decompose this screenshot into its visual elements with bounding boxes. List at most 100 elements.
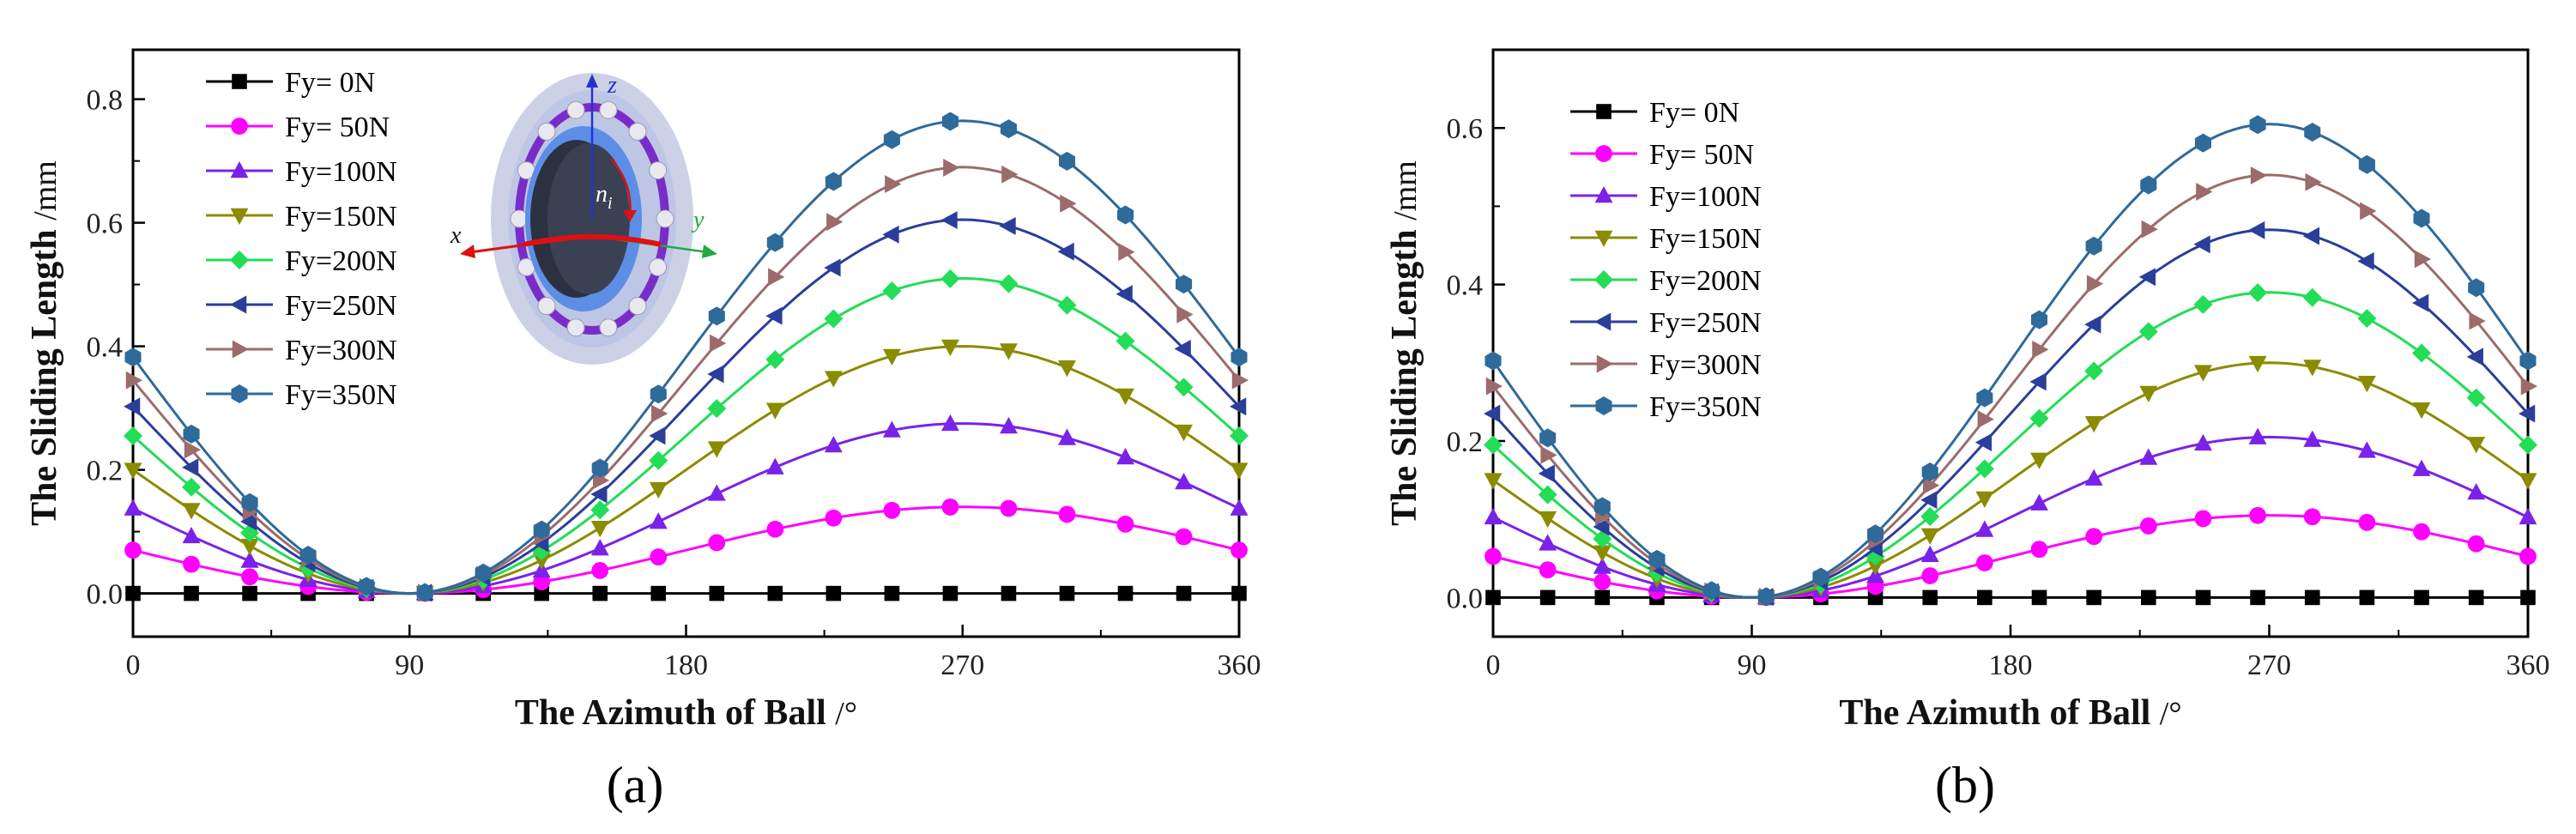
legend-marker [1595,396,1612,415]
legend-label: Fy=250N [1649,307,1762,339]
data-point [532,553,551,570]
data-point [1230,397,1247,416]
data-point [1920,491,1938,510]
ball [599,318,618,337]
data-point [708,306,725,326]
data-point [1485,589,1501,606]
data-point [1866,559,1884,576]
data-point [1594,589,1611,606]
legend-item: Fy=250N [1570,307,1762,339]
data-point [1920,545,1939,563]
data-point [999,274,1019,293]
legend-label: Fy=100N [285,156,397,188]
legend-label: Fy= 50N [1649,139,1754,171]
legend-marker [230,251,249,269]
y-tick-label: 0.4 [1447,270,1484,302]
legend-item: Fy=200N [1570,265,1762,297]
data-point [591,561,609,579]
data-point [884,585,900,601]
data-point [2468,589,2484,606]
data-point [299,546,317,565]
data-point [2193,235,2210,254]
data-point [1058,428,1076,445]
data-point [2248,427,2267,444]
data-point [1921,567,1939,584]
data-point [941,112,958,131]
data-point [766,520,784,538]
series-line [131,119,1241,595]
data-point [1974,433,1992,452]
legend-marker [232,340,249,359]
data-point [358,577,375,596]
series-line [1491,123,2530,599]
data-point [590,485,608,504]
data-point [765,349,785,369]
data-point [824,258,841,277]
data-point [182,458,199,477]
data-point [1058,151,1076,171]
data-point [1539,534,1557,551]
legend-item: Fy= 50N [206,112,390,143]
data-point [1116,331,1135,351]
legend-label: Fy=100N [1649,181,1762,213]
ball [649,257,668,276]
data-point [125,585,141,601]
x-tick-label: 90 [1738,650,1767,681]
data-point [1538,464,1555,483]
data-point [943,158,960,177]
data-point [1976,388,1993,408]
data-point [2085,528,2103,546]
data-point [650,548,668,565]
data-point [183,555,200,573]
y-tick-label: 0.2 [1447,426,1484,458]
y-tick-label: 0.6 [1447,113,1484,145]
data-point [2029,372,2047,391]
legend-marker [1596,354,1613,373]
data-point [1921,462,1938,482]
legend-marker [230,295,247,314]
ball [649,161,668,180]
data-point [824,371,843,388]
data-point [2360,202,2377,221]
data-point [2141,589,2156,606]
data-point [1485,547,1502,565]
legend-item: Fy= 0N [206,67,375,99]
data-point [942,585,958,601]
data-point [242,585,257,601]
legend-marker [1594,270,1613,289]
data-point [182,477,202,497]
data-point [2519,435,2537,455]
data-point [1975,554,1993,571]
data-point [2032,340,2049,359]
data-point [240,539,259,556]
series-line [132,345,1240,595]
series-line [1491,173,2530,599]
legend-item: Fy= 50N [1570,139,1754,171]
series-line [132,505,1240,595]
data-point [1001,585,1017,601]
data-point [592,585,608,601]
data-point [1058,360,1076,378]
data-point [882,420,901,438]
series-line [131,166,1241,595]
data-point [2030,310,2048,329]
data-point [2305,172,2322,191]
data-point [592,471,610,490]
data-point [2412,402,2431,420]
data-point [2195,589,2211,606]
y-tick-label: 0.4 [87,332,124,364]
data-point [766,233,783,252]
data-point [2248,355,2267,373]
data-point [1975,491,1994,509]
series-2 [124,414,1249,601]
legend: Fy= 0N Fy= 50N Fy=100N Fy=150N Fy=200N Fy=250… [206,67,397,411]
panel-b-chart: (b) 0.0 0.2 0.4 0.6 0 90 180 270 360 The Azimuth … [1385,48,2550,813]
data-point [2030,452,2048,469]
data-point [1176,305,1194,323]
series-5 [1484,221,2536,607]
data-point [124,462,142,480]
data-point [1116,515,1134,533]
ball [537,297,556,316]
data-point [182,503,201,520]
